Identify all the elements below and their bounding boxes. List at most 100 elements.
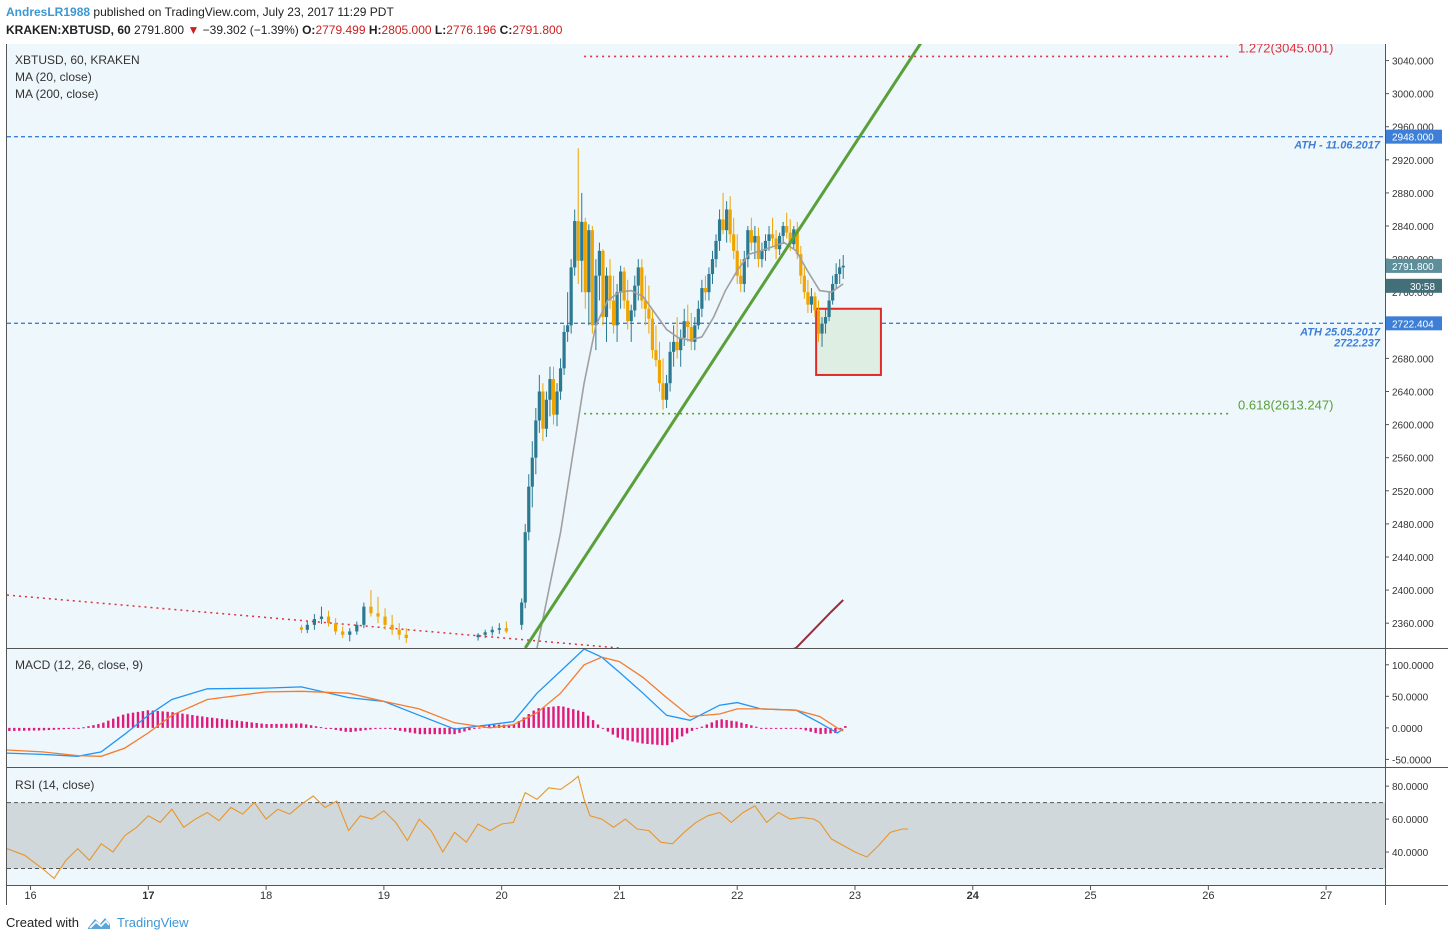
macd-histogram-bar — [166, 711, 169, 728]
tradingview-brand-link[interactable]: TradingView — [117, 915, 189, 930]
y-tick-label: 2560.000 — [1392, 454, 1434, 465]
x-tick-label: 21 — [613, 890, 625, 902]
footer: Created with TradingView — [0, 905, 1448, 940]
macd-histogram-bar — [760, 727, 763, 729]
macd-histogram-bar — [107, 720, 110, 728]
macd-histogram-bar — [641, 727, 644, 744]
macd-histogram-bar — [57, 727, 61, 730]
macd-histogram-bar — [309, 725, 313, 728]
candle-body — [823, 317, 828, 324]
candle-body — [604, 275, 609, 318]
macd-histogram-bar — [215, 718, 219, 728]
ath-price-tag-label: 2722.404 — [1392, 319, 1434, 330]
fib-level-label: 0.618(2613.247) — [1238, 398, 1333, 413]
macd-histogram-bar — [265, 724, 268, 728]
candle-body — [476, 634, 480, 638]
publish-line: AndresLR1988 published on TradingView.co… — [6, 5, 394, 19]
candle-body — [820, 323, 824, 334]
macd-histogram-bar — [156, 710, 159, 728]
candle-body — [827, 300, 831, 318]
macd-histogram-bar — [47, 727, 51, 731]
macd-histogram-bar — [67, 727, 70, 729]
macd-histogram-bar — [671, 727, 674, 743]
candle-body — [390, 624, 394, 630]
candle-body — [636, 267, 640, 286]
rsi-band — [7, 802, 1385, 869]
macd-histogram-bar — [121, 714, 125, 728]
macd-histogram-bar — [750, 725, 753, 728]
candle-body — [626, 300, 630, 322]
macd-histogram-bar — [552, 706, 555, 728]
macd-tick-label: -50.0000 — [1392, 755, 1432, 766]
candle-body — [326, 616, 331, 624]
macd-histogram-bar — [369, 727, 372, 730]
last-price: 2791.800 — [134, 23, 185, 37]
macd-histogram-bar — [557, 706, 560, 728]
y-tick-label: 2360.000 — [1392, 619, 1434, 630]
candle-body — [802, 275, 806, 293]
macd-histogram-bar — [314, 726, 318, 728]
macd-histogram-bar — [295, 723, 298, 728]
chart-canvas[interactable]: 16 17 18 19 20 21 22 23 24 25 26 27 2360.000 2400.000… — [0, 44, 1448, 906]
macd-histogram-bar — [631, 727, 634, 742]
candle-body — [841, 265, 845, 268]
price-change: −39.302 (−1.39%) — [202, 23, 299, 37]
macd-histogram-bar — [116, 716, 120, 728]
macd-histogram-bar — [22, 727, 26, 731]
candle-body — [597, 250, 602, 276]
y-tick-label: 2880.000 — [1392, 189, 1434, 200]
macd-histogram-bar — [27, 727, 31, 731]
candle-body — [686, 321, 690, 327]
macd-histogram-bar — [567, 707, 570, 728]
macd-histogram-bar — [374, 727, 377, 729]
candle-body — [806, 292, 810, 305]
high-label: H: — [368, 23, 382, 37]
x-tick-label: 19 — [378, 890, 390, 902]
macd-histogram-bar — [789, 727, 793, 729]
candle-body — [551, 379, 556, 415]
macd-histogram-bar — [220, 718, 224, 728]
macd-histogram-bar — [680, 727, 684, 737]
x-tick-label: 27 — [1320, 890, 1332, 902]
macd-histogram-bar — [487, 724, 491, 728]
macd-histogram-bar — [37, 727, 41, 731]
tradingview-logo-icon[interactable] — [86, 914, 112, 932]
macd-histogram-bar — [389, 727, 392, 730]
macd-histogram-bar — [235, 720, 239, 728]
candle-body — [587, 230, 591, 293]
price-tag — [1386, 278, 1442, 293]
y-tick-label: 3000.000 — [1392, 90, 1434, 101]
candle-body — [834, 274, 838, 284]
macd-histogram-bar — [176, 712, 179, 728]
candle-body — [562, 331, 566, 369]
price-pane[interactable] — [7, 44, 1385, 689]
macd-histogram-bar — [62, 727, 65, 730]
macd-histogram-bar — [839, 727, 842, 730]
macd-histogram-bar — [196, 715, 199, 728]
macd-histogram-bar — [596, 724, 600, 728]
macd-histogram-bar — [666, 727, 669, 746]
candle-body — [615, 292, 619, 326]
symbol-name: KRAKEN:XBTUSD, 60 — [6, 23, 131, 37]
macd-histogram-bar — [102, 722, 105, 728]
macd-histogram-bar — [611, 727, 615, 735]
price-tag — [1386, 258, 1442, 273]
macd-histogram-bar — [240, 721, 244, 728]
candle-body — [523, 532, 527, 603]
macd-histogram-bar — [230, 720, 234, 728]
macd-histogram-bar — [522, 717, 526, 728]
macd-histogram-bar — [562, 706, 565, 728]
candle-body — [312, 619, 316, 625]
candle-body — [650, 318, 655, 351]
macd-pane[interactable] — [7, 649, 847, 757]
author-link[interactable]: AndresLR1988 — [6, 5, 91, 19]
rsi-tick-label: 40.0000 — [1392, 848, 1429, 859]
macd-histogram-bar — [398, 727, 402, 731]
candle-body — [682, 321, 686, 338]
x-tick-label: 20 — [496, 890, 508, 902]
candle-body — [767, 234, 771, 241]
macd-histogram-bar — [186, 714, 189, 728]
macd-histogram-bar — [349, 727, 352, 733]
macd-histogram-bar — [87, 726, 90, 728]
rsi-pane[interactable] — [7, 775, 1385, 880]
